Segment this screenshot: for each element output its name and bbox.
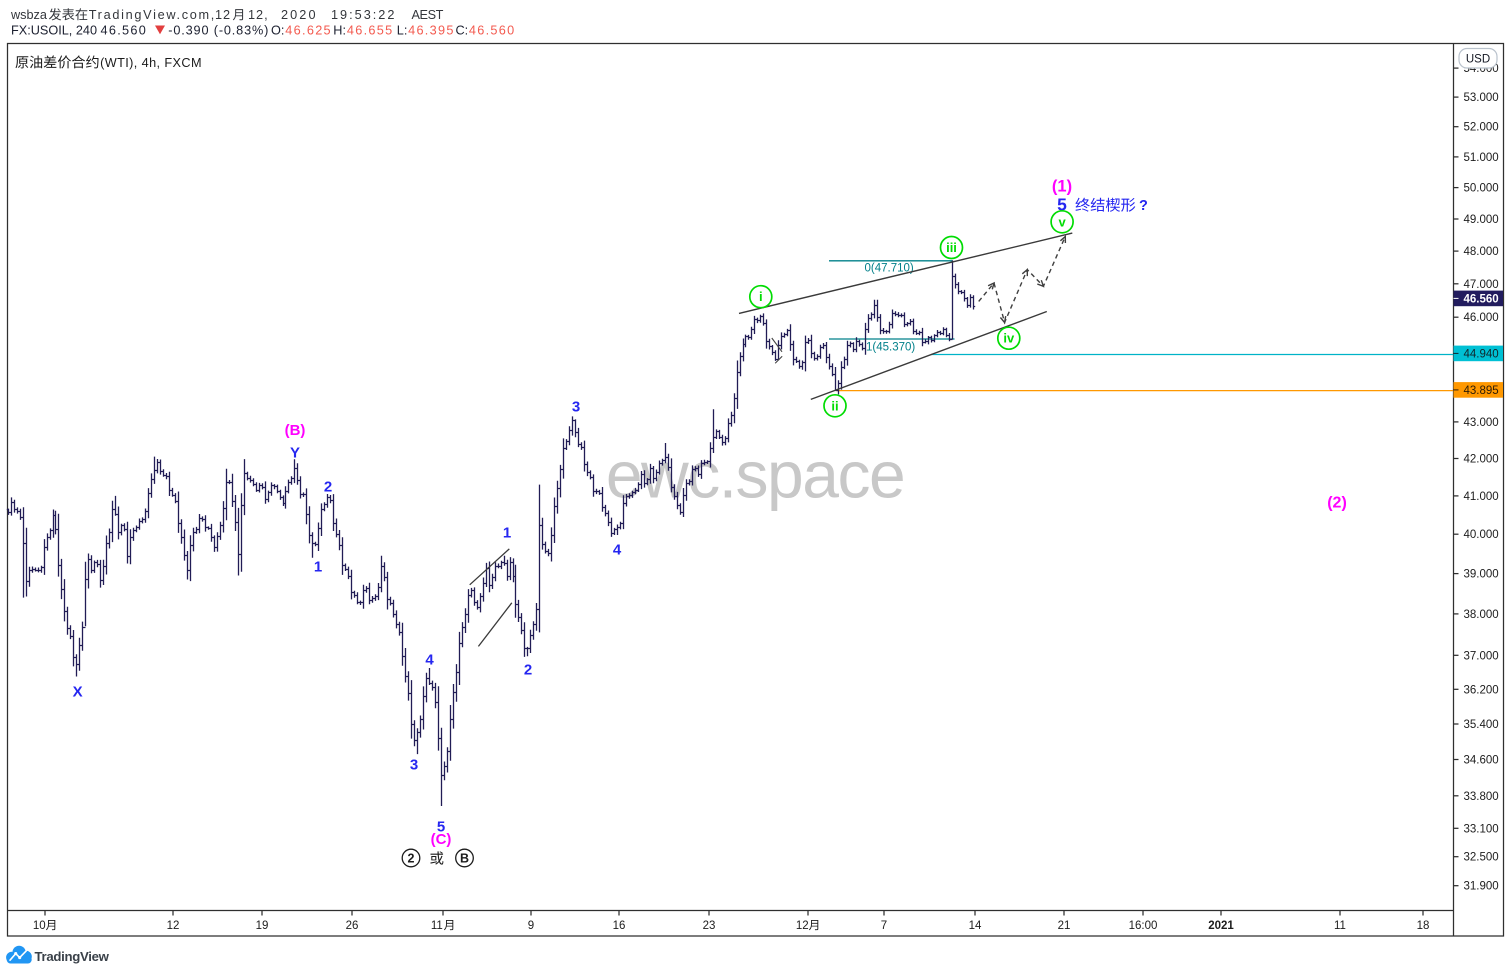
svg-text:TradingView.com,: TradingView.com, [89,8,216,22]
svg-text:50.000: 50.000 [1464,183,1499,195]
svg-text:FX:USOIL, 240: FX:USOIL, 240 [11,24,97,38]
svg-text:X: X [73,684,83,701]
svg-text:46.395: 46.395 [408,24,455,38]
svg-text:53.000: 53.000 [1464,92,1499,104]
svg-text:v: v [1058,214,1066,229]
svg-text:ii: ii [831,398,838,413]
svg-text:12,: 12, [248,8,269,22]
svg-text:43.895: 43.895 [1464,385,1499,397]
svg-text:(C): (C) [431,831,452,848]
svg-text:USD: USD [1466,54,1490,66]
svg-text:46.000: 46.000 [1464,312,1499,324]
svg-text:B: B [460,852,469,866]
svg-text:iii: iii [946,240,957,255]
svg-text:7: 7 [881,920,887,932]
svg-text:16: 16 [613,920,626,932]
svg-text:19: 19 [256,920,269,932]
svg-text:46.560: 46.560 [469,24,516,38]
svg-text:(1): (1) [1052,178,1072,196]
svg-text:43.000: 43.000 [1464,417,1499,429]
svg-text:i: i [759,289,763,304]
svg-text:9: 9 [528,920,534,932]
svg-text:33.100: 33.100 [1464,823,1499,835]
svg-text:41.000: 41.000 [1464,491,1499,503]
svg-text:26: 26 [346,920,359,932]
svg-text:42.000: 42.000 [1464,454,1499,466]
svg-text:36.200: 36.200 [1464,684,1499,696]
svg-text:H:: H: [333,24,346,38]
svg-text:35.400: 35.400 [1464,719,1499,731]
svg-text:4: 4 [425,652,434,669]
svg-text:1: 1 [314,559,322,576]
svg-text:16:00: 16:00 [1129,920,1158,932]
svg-text:14: 14 [969,920,982,932]
svg-text:23: 23 [703,920,716,932]
svg-text:18: 18 [1417,920,1430,932]
svg-text:0(47.710): 0(47.710) [865,263,914,275]
svg-text:O:: O: [271,24,284,38]
svg-text:10: 10 [33,920,46,932]
svg-text:44.940: 44.940 [1464,348,1499,360]
svg-text:12: 12 [215,8,231,22]
svg-text:46.625: 46.625 [285,24,332,38]
svg-text:2: 2 [324,479,332,496]
svg-text:2: 2 [524,662,532,679]
svg-text:?: ? [1139,198,1148,214]
svg-text:4: 4 [613,542,622,559]
svg-text:46.560: 46.560 [101,24,148,38]
svg-text:1: 1 [503,525,511,542]
svg-text:TradingView: TradingView [35,949,110,964]
svg-text:(B): (B) [285,422,306,439]
svg-text:21: 21 [1058,920,1071,932]
svg-text:(2): (2) [1327,495,1347,512]
svg-text:3: 3 [572,399,580,416]
svg-text:-0.390 (-0.83%): -0.390 (-0.83%) [168,24,269,38]
svg-text:12: 12 [167,920,180,932]
svg-text:wsbza: wsbza [10,8,48,22]
svg-text:3: 3 [410,757,418,774]
svg-text:AEST: AEST [412,8,444,22]
svg-text:46.655: 46.655 [347,24,394,38]
svg-text:L:: L: [397,24,408,38]
svg-text:39.000: 39.000 [1464,569,1499,581]
svg-text:5: 5 [437,819,445,836]
svg-text:32.500: 32.500 [1464,852,1499,864]
svg-text:(WTI), 4h, FXCM: (WTI), 4h, FXCM [100,56,202,70]
svg-text:33.800: 33.800 [1464,791,1499,803]
svg-text:11: 11 [1334,920,1346,932]
svg-text:51.000: 51.000 [1464,152,1499,164]
svg-text:1(45.370): 1(45.370) [866,342,915,354]
svg-text:40.000: 40.000 [1464,529,1499,541]
svg-text:52.000: 52.000 [1464,122,1499,134]
svg-text:11: 11 [431,920,443,932]
svg-text:2020: 2020 [281,8,318,22]
svg-text:2: 2 [408,852,415,866]
svg-text:47.000: 47.000 [1464,279,1499,291]
svg-text:2021: 2021 [1208,920,1234,932]
svg-text:46.560: 46.560 [1464,293,1499,305]
svg-text:34.600: 34.600 [1464,755,1499,767]
svg-text:19:53:22: 19:53:22 [331,8,396,22]
svg-text:48.000: 48.000 [1464,246,1499,258]
svg-text:5: 5 [1057,195,1067,215]
svg-text:37.000: 37.000 [1464,650,1499,662]
svg-text:38.000: 38.000 [1464,609,1499,621]
svg-text:Y: Y [290,445,300,462]
svg-text:ewc.space: ewc.space [606,438,904,512]
svg-text:49.000: 49.000 [1464,214,1499,226]
svg-text:12: 12 [796,920,809,932]
svg-text:C:: C: [456,24,469,38]
svg-text:iv: iv [1003,331,1015,346]
svg-text:31.900: 31.900 [1464,881,1499,893]
